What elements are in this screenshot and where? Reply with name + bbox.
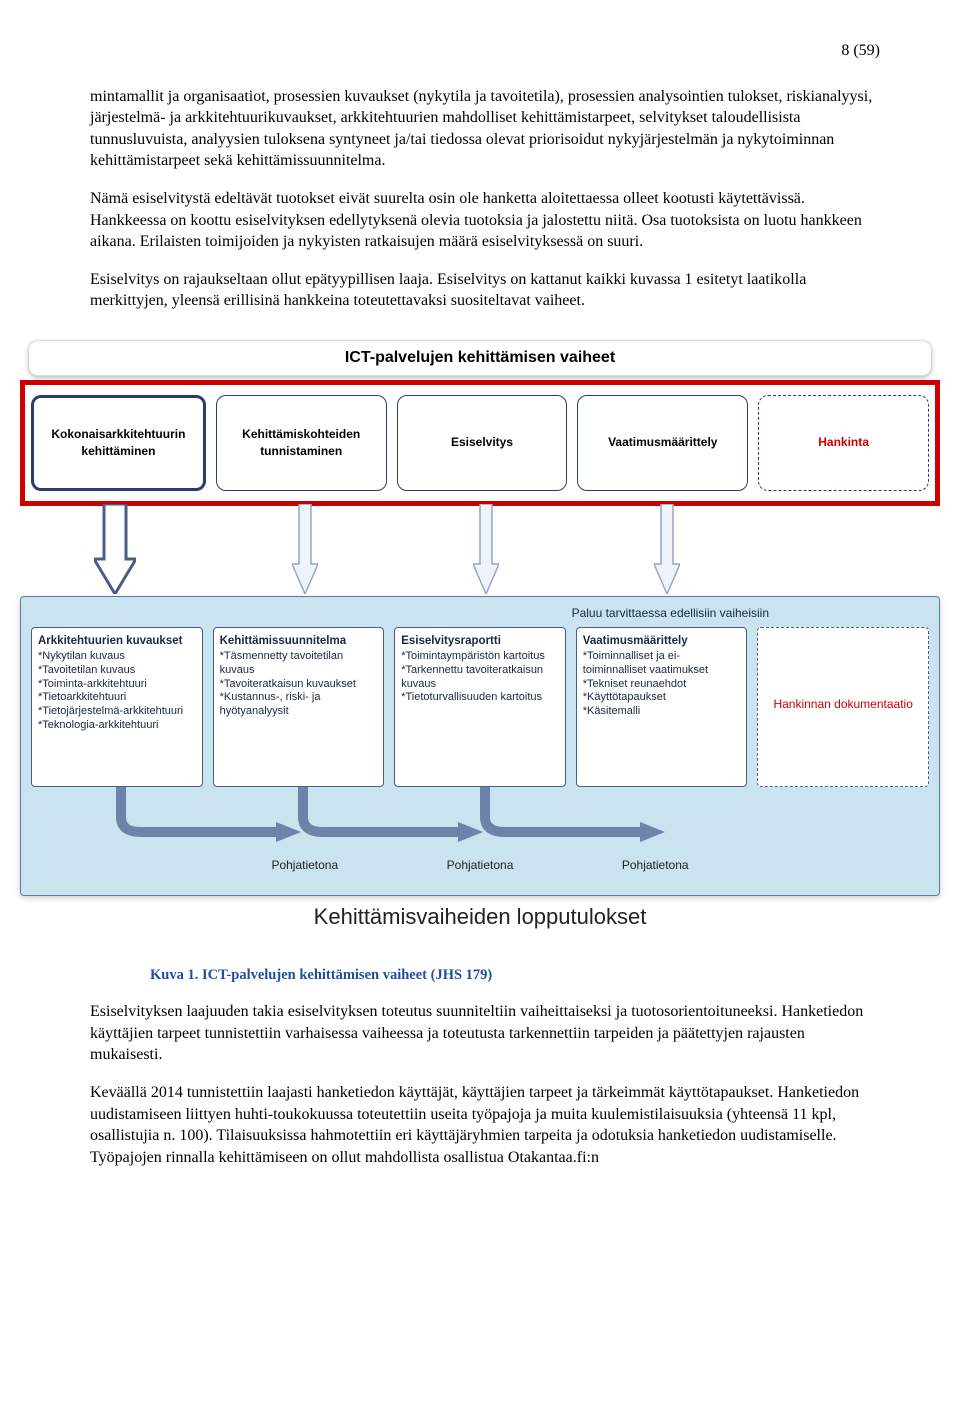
result-1-title: Arkkitehtuurien kuvaukset [38,634,196,648]
figure-caption: Kuva 1. ICT-palvelujen kehittämisen vaih… [150,966,880,986]
result-4: Vaatimusmäärittely *Toiminnalliset ja ei… [576,627,748,787]
pohja-arrow-3 [475,787,665,847]
body-text-bottom: Esiselvityksen laajuuden takia esiselvit… [90,1001,880,1168]
pohja-arrow-1 [111,787,301,847]
phase-5: Hankinta [758,395,929,491]
pohja-label-2: Pohjatietona [397,857,562,873]
diagram-title: ICT-palvelujen kehittämisen vaiheet [28,340,932,376]
result-2-l1: *Tavoiteratkaisun kuvaukset [220,678,378,692]
result-4-l2: *Käyttötapaukset [583,691,741,705]
paragraph-after-1: Esiselvityksen laajuuden takia esiselvit… [90,1001,880,1066]
result-3-l0: *Toimintaympäristön kartoitus [401,650,559,664]
pohja-arrow-2 [293,787,483,847]
result-1: Arkkitehtuurien kuvaukset *Nykytilan kuv… [31,627,203,787]
result-1-l5: *Teknologia-arkkitehtuuri [38,719,196,733]
result-3-l1: *Tarkennettu tavoiteratkaisun kuvaus [401,664,559,692]
result-3-l2: *Tietoturvallisuuden kartoitus [401,691,559,705]
result-2: Kehittämissuunnitelma *Täsmennetty tavoi… [213,627,385,787]
result-1-l0: *Nykytilan kuvaus [38,650,196,664]
phases-red-outline: Kokonaisarkkitehtuurin kehittäminen Kehi… [20,380,940,506]
paragraph-after-2: Keväällä 2014 tunnistettiin laajasti han… [90,1082,880,1168]
ict-phases-diagram: ICT-palvelujen kehittämisen vaiheet Koko… [10,340,950,942]
result-4-l0: *Toiminnalliset ja ei-toiminnalliset vaa… [583,650,741,678]
phase-1: Kokonaisarkkitehtuurin kehittäminen [31,395,206,491]
pohja-label-3: Pohjatietona [573,857,738,873]
paragraph-3: Esiselvitys on rajaukseltaan ollut epäty… [90,269,880,312]
result-4-l3: *Käsitemalli [583,705,741,719]
result-3-title: Esiselvitysraportti [401,634,559,648]
result-1-l1: *Tavoitetilan kuvaus [38,664,196,678]
result-1-l3: *Tietoarkkitehtuuri [38,691,196,705]
paragraph-2: Nämä esiselvitystä edeltävät tuotokset e… [90,188,880,253]
arrows-row [20,506,940,596]
blue-results-band: Paluu tarvittaessa edellisiin vaiheisiin… [20,596,940,896]
phase-3: Esiselvitys [397,395,568,491]
phase-2: Kehittämiskohteiden tunnistaminen [216,395,387,491]
body-text-top: mintamallit ja organisaatiot, prosessien… [90,86,880,312]
result-2-l0: *Täsmennetty tavoitetilan kuvaus [220,650,378,678]
phase-4: Vaatimusmäärittely [577,395,748,491]
result-5: Hankinnan dokumentaatio [757,627,929,787]
diagram-footer: Kehittämisvaiheiden lopputulokset [10,902,950,942]
result-2-title: Kehittämissuunnitelma [220,634,378,648]
result-2-l2: *Kustannus-, riski- ja hyötyanalyysit [220,691,378,719]
paragraph-1: mintamallit ja organisaatiot, prosessien… [90,86,880,172]
result-5-title: Hankinnan dokumentaatio [773,697,912,712]
result-1-l2: *Toiminta-arkkitehtuuri [38,678,196,692]
pohja-label-1: Pohjatietona [222,857,387,873]
blue-band-header: Paluu tarvittaessa edellisiin vaiheisiin [31,603,929,627]
result-3: Esiselvitysraportti *Toimintaympäristön … [394,627,566,787]
result-1-l4: *Tietojärjestelmä-arkkitehtuuri [38,705,196,719]
result-4-title: Vaatimusmäärittely [583,634,741,648]
result-4-l1: *Tekniset reunaehdot [583,678,741,692]
page-number: 8 (59) [90,40,880,62]
